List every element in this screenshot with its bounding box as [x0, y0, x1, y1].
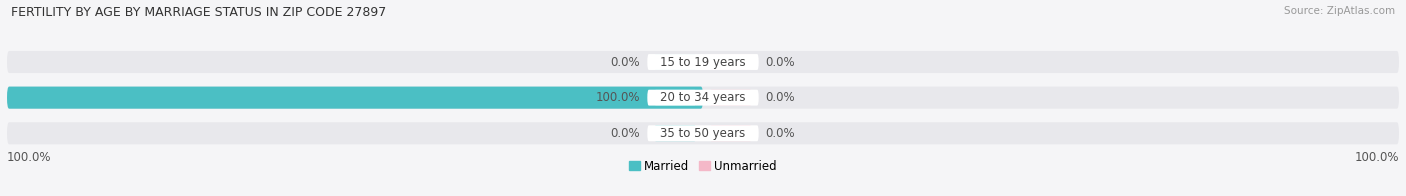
FancyBboxPatch shape — [7, 51, 1399, 73]
FancyBboxPatch shape — [647, 54, 759, 70]
Text: 0.0%: 0.0% — [766, 91, 796, 104]
Text: 100.0%: 100.0% — [596, 91, 640, 104]
FancyBboxPatch shape — [7, 87, 1399, 109]
Text: Source: ZipAtlas.com: Source: ZipAtlas.com — [1284, 6, 1395, 16]
Text: 0.0%: 0.0% — [610, 127, 640, 140]
FancyBboxPatch shape — [647, 125, 759, 141]
Text: 15 to 19 years: 15 to 19 years — [661, 55, 745, 69]
FancyBboxPatch shape — [7, 87, 703, 109]
FancyBboxPatch shape — [710, 54, 752, 70]
Text: 0.0%: 0.0% — [610, 55, 640, 69]
Text: 100.0%: 100.0% — [7, 151, 52, 164]
FancyBboxPatch shape — [654, 54, 696, 70]
FancyBboxPatch shape — [654, 90, 696, 106]
Text: 0.0%: 0.0% — [766, 127, 796, 140]
Legend: Married, Unmarried: Married, Unmarried — [628, 160, 778, 173]
FancyBboxPatch shape — [710, 125, 752, 141]
Text: FERTILITY BY AGE BY MARRIAGE STATUS IN ZIP CODE 27897: FERTILITY BY AGE BY MARRIAGE STATUS IN Z… — [11, 6, 387, 19]
FancyBboxPatch shape — [7, 122, 1399, 144]
Text: 20 to 34 years: 20 to 34 years — [661, 91, 745, 104]
Text: 100.0%: 100.0% — [1354, 151, 1399, 164]
Text: 0.0%: 0.0% — [766, 55, 796, 69]
Text: 35 to 50 years: 35 to 50 years — [661, 127, 745, 140]
FancyBboxPatch shape — [654, 125, 696, 141]
FancyBboxPatch shape — [647, 90, 759, 106]
FancyBboxPatch shape — [710, 90, 752, 106]
